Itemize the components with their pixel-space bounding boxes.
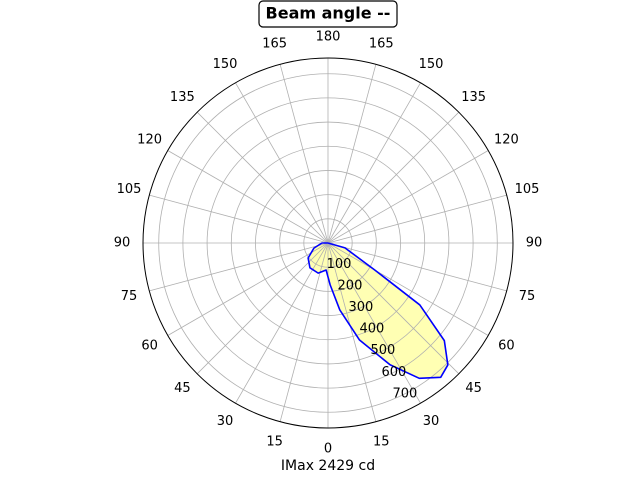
grid-spoke	[327, 242, 507, 292]
grid-spoke	[327, 194, 507, 244]
theta-tick-label: 45	[174, 381, 191, 396]
theta-tick-label: 15	[266, 434, 283, 449]
theta-tick-label: 60	[498, 339, 515, 354]
grid-spoke	[327, 82, 421, 244]
grid-spoke	[327, 242, 421, 404]
grid-spoke	[327, 242, 489, 336]
theta-tick-label: 30	[217, 414, 234, 429]
grid-spoke	[167, 150, 329, 244]
theta-tick-label: 150	[213, 57, 238, 72]
theta-tick-label: 165	[262, 37, 287, 52]
title-box	[258, 0, 398, 28]
x-axis-label: IMax 2429 cd	[281, 458, 375, 474]
r-tick-label: 300	[349, 300, 374, 315]
r-tick-label: 500	[370, 343, 395, 358]
theta-tick-label: 30	[423, 414, 440, 429]
lobe-fill	[308, 243, 448, 379]
r-tick-label: 400	[360, 322, 385, 337]
theta-tick-label: 45	[465, 381, 482, 396]
grid-spoke	[235, 242, 329, 404]
grid-spoke	[196, 111, 329, 244]
grid-spoke	[327, 242, 377, 422]
intensity-curve	[307, 242, 449, 380]
grid-spoke	[196, 242, 329, 375]
theta-tick-label: 135	[170, 90, 195, 105]
theta-tick-label: 105	[515, 182, 540, 197]
theta-tick-label: 180	[316, 30, 341, 45]
r-tick-label: 200	[338, 279, 363, 294]
grid-spoke	[235, 82, 329, 244]
theta-tick-label: 105	[117, 182, 142, 197]
grid-spoke	[279, 64, 329, 244]
theta-tick-label: 165	[369, 37, 394, 52]
theta-tick-label: 120	[494, 133, 519, 148]
grid-spoke	[149, 242, 329, 292]
theta-tick-label: 150	[419, 57, 444, 72]
theta-tick-label: 15	[373, 434, 390, 449]
r-tick-label: 700	[392, 386, 417, 401]
theta-tick-label: 0	[324, 442, 332, 457]
grid-spoke	[327, 111, 460, 244]
chart-title: Beam angle --	[266, 4, 391, 23]
r-tick-label: 600	[381, 365, 406, 380]
grid-spoke	[327, 242, 460, 375]
theta-tick-label: 135	[461, 90, 486, 105]
grid-spoke	[167, 242, 329, 336]
theta-tick-label: 60	[141, 339, 158, 354]
theta-tick-label: 90	[526, 236, 543, 251]
grid-spoke	[149, 194, 329, 244]
r-tick-label: 100	[327, 257, 352, 272]
theta-tick-label: 75	[519, 289, 536, 304]
theta-tick-label: 90	[114, 236, 131, 251]
theta-tick-label: 120	[137, 133, 162, 148]
grid-spoke	[327, 64, 377, 244]
grid-spoke	[327, 150, 489, 244]
polar-spine	[142, 57, 514, 429]
theta-tick-label: 75	[121, 289, 138, 304]
